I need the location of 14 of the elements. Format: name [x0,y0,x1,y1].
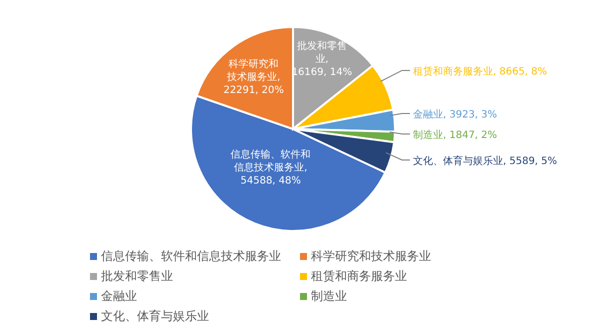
legend-label: 制造业 [311,288,347,305]
data-label: 信息传输、软件和信息技术服务业, 54588, 48% [230,148,311,187]
data-label: 租赁和商务服务业, 8665, 8% [413,65,548,78]
legend-label: 批发和零售业 [101,268,173,285]
data-label: 制造业, 1847, 2% [413,129,498,142]
legend-label: 信息传输、软件和信息技术服务业 [101,248,281,265]
data-label: 金融业, 3923, 3% [413,108,498,121]
legend-label: 科学研究和技术服务业 [311,248,431,265]
data-label: 文化、体育与娱乐业, 5589, 5% [413,155,558,167]
data-label: 科学研究和技术服务业, 22291, 20% [223,58,284,96]
legend-label: 文化、体育与娱乐业 [101,308,209,325]
data-label: 批发和零售业, 16169, 14% [292,40,352,78]
legend-label: 租赁和商务服务业 [311,268,407,285]
legend-label: 金融业 [101,288,137,305]
